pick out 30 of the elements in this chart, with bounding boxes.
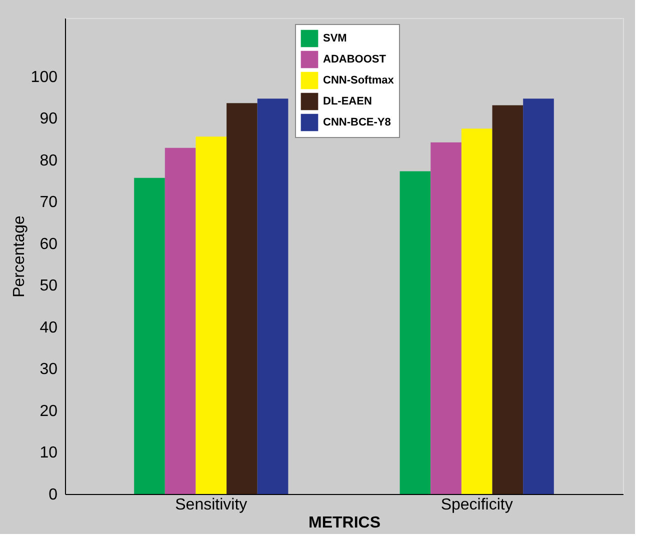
bar <box>492 105 524 494</box>
y-tick-label: 90 <box>40 110 58 128</box>
bar <box>164 148 196 494</box>
legend-label: SVM <box>323 32 347 44</box>
bar <box>134 178 165 494</box>
bar <box>196 136 227 494</box>
y-tick-label: 30 <box>40 361 58 378</box>
bar <box>257 98 288 494</box>
bar <box>461 128 492 494</box>
y-tick-label: 70 <box>40 194 58 212</box>
y-axis-title: Percentage <box>10 215 28 298</box>
x-tick-label: Specificity <box>440 496 513 514</box>
bar <box>523 98 554 494</box>
legend-label: ADABOOST <box>323 54 386 66</box>
y-tick-label: 20 <box>40 402 58 420</box>
y-tick-label: 10 <box>40 444 58 462</box>
y-tick-label: 50 <box>40 278 58 295</box>
legend-label: CNN-Softmax <box>323 74 395 86</box>
x-axis-title: METRICS <box>308 514 381 532</box>
legend-label: CNN-BCE-Y8 <box>323 116 391 128</box>
bar <box>430 142 462 494</box>
y-tick-label: 60 <box>40 236 58 253</box>
bar <box>400 171 431 494</box>
bar <box>226 103 258 494</box>
legend-label: DL-EAEN <box>323 96 372 108</box>
x-tick-label: Sensitivity <box>175 496 248 514</box>
y-tick-label: 100 <box>30 68 58 86</box>
y-tick-label: 0 <box>48 486 58 504</box>
y-tick-label: 40 <box>40 319 58 336</box>
y-tick-label: 80 <box>40 152 58 170</box>
